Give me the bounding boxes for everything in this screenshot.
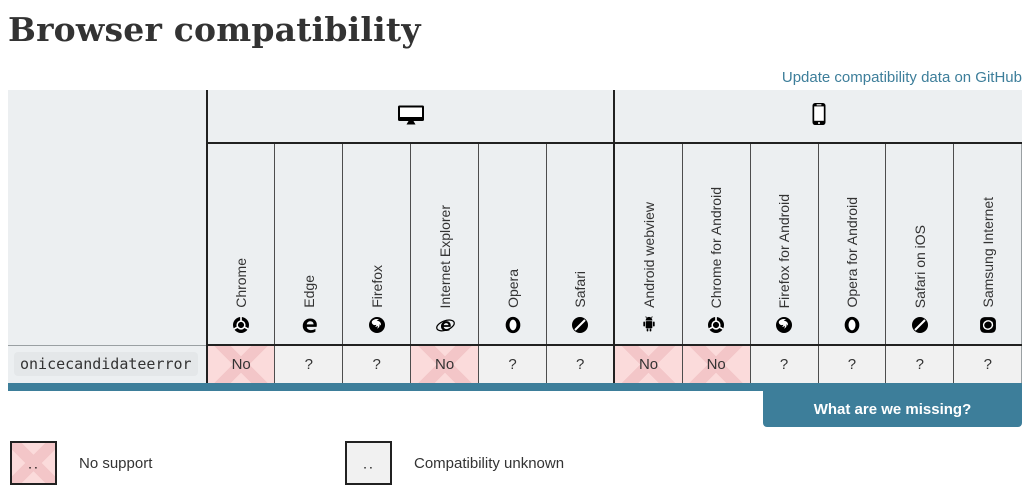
opera-icon	[505, 316, 520, 334]
firefox-icon	[776, 317, 793, 333]
legend-label: No support	[79, 454, 153, 472]
page-title: Browser compatibility	[8, 10, 421, 49]
support-cell-samsung-internet[interactable]: ?	[953, 345, 1023, 383]
browser-label: Firefox	[368, 265, 385, 308]
desktop-platform-header	[205, 90, 615, 144]
legend-item-no-support: .. No support	[10, 441, 345, 485]
compatibility-unknown-swatch: ..	[345, 441, 392, 485]
update-compat-data-link[interactable]: Update compatibility data on GitHub	[781, 69, 1022, 86]
legend-box-mark: ..	[362, 461, 375, 471]
column-header-internet-explorer: Internet Explorer	[410, 143, 479, 346]
legend-box-mark: ..	[27, 461, 40, 471]
browser-label: Safari	[572, 271, 589, 308]
legend-item-compatibility-unknown: .. Compatibility unknown	[345, 441, 564, 485]
browser-label: Chrome for Android	[708, 186, 725, 308]
safari-icon	[910, 316, 929, 334]
samsung-internet-icon	[979, 316, 997, 334]
feature-name: onicecandidateerror	[14, 351, 198, 376]
support-cell-safari[interactable]: ?	[545, 345, 615, 383]
column-header-samsung-internet: Samsung Internet	[953, 143, 1023, 346]
feature-name-cell: onicecandidateerror	[8, 345, 207, 383]
column-header-safari-ios: Safari on iOS	[885, 143, 954, 346]
support-cell-opera-android[interactable]: ?	[817, 345, 886, 383]
support-cell-internet-explorer[interactable]: No	[410, 345, 479, 383]
corner-cell	[8, 90, 207, 346]
what-are-we-missing-button[interactable]: What are we missing?	[763, 391, 1022, 427]
support-cell-firefox[interactable]: ?	[342, 345, 411, 383]
link-row: Update compatibility data on GitHub	[8, 69, 1022, 87]
firefox-icon	[368, 317, 385, 333]
column-header-android-webview: Android webview	[613, 143, 683, 346]
browser-label: Firefox for Android	[776, 193, 793, 308]
mobile-icon	[812, 102, 826, 125]
chrome-icon	[232, 315, 251, 334]
column-header-opera-android: Opera for Android	[817, 143, 886, 346]
support-cell-firefox-android[interactable]: ?	[749, 345, 819, 383]
column-header-firefox: Firefox	[342, 143, 411, 346]
support-cell-opera[interactable]: ?	[478, 345, 547, 383]
column-header-edge: Edge	[274, 143, 343, 346]
compat-table: Chrome Edge Firefox Internet Explorer Op…	[8, 90, 1023, 383]
android-icon	[642, 316, 655, 332]
support-cell-android-webview[interactable]: No	[613, 345, 683, 383]
browser-label: Safari on iOS	[911, 224, 928, 308]
browser-label: Android webview	[640, 202, 657, 308]
browser-label: Internet Explorer	[436, 204, 453, 309]
column-header-chrome-android: Chrome for Android	[681, 143, 751, 346]
browser-label: Samsung Internet	[979, 197, 996, 308]
legend: .. No support .. Compatibility unknown	[8, 441, 1022, 485]
browser-label: Opera for Android	[843, 197, 860, 308]
support-cell-edge[interactable]: ?	[274, 345, 343, 383]
browser-label: Opera	[504, 269, 521, 308]
internet-explorer-icon	[434, 317, 456, 334]
no-support-swatch: ..	[10, 441, 57, 485]
support-cell-safari-ios[interactable]: ?	[885, 345, 954, 383]
chrome-icon	[707, 315, 726, 334]
desktop-icon	[397, 105, 424, 124]
mobile-platform-header	[613, 90, 1022, 144]
edge-icon	[302, 318, 317, 333]
legend-label: Compatibility unknown	[414, 454, 565, 472]
table-bottom-bar	[8, 383, 1022, 391]
column-header-chrome: Chrome	[206, 143, 275, 346]
column-header-firefox-android: Firefox for Android	[749, 143, 819, 346]
safari-icon	[571, 316, 590, 334]
column-header-opera: Opera	[478, 143, 547, 346]
table-row: onicecandidateerror No ? ? No ? ? No No …	[8, 345, 1023, 383]
support-cell-chrome-android[interactable]: No	[681, 345, 751, 383]
browser-label: Chrome	[233, 258, 250, 308]
browser-label: Edge	[300, 275, 317, 308]
support-cell-chrome[interactable]: No	[206, 345, 275, 383]
column-header-safari: Safari	[545, 143, 615, 346]
opera-icon	[844, 316, 860, 334]
button-row: What are we missing?	[8, 391, 1022, 427]
